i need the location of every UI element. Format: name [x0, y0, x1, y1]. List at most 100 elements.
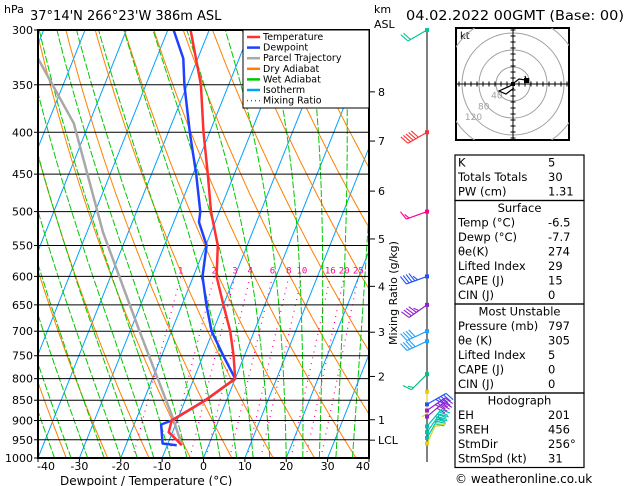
height-km-label: 6: [378, 185, 385, 198]
table-row-value: 456: [548, 423, 570, 437]
wet-adiabat-line: [335, 30, 348, 458]
mixing-ratio-label: 2: [212, 266, 217, 276]
mixing-ratio-line: [320, 276, 359, 458]
mixing-ratio-labels: 1 2 3 4 6 8 10 16 20 25: [178, 266, 364, 276]
barb-station-dot: [425, 329, 429, 334]
legend-item-label: Mixing Ratio: [263, 96, 322, 107]
dry-adiabat-line: [38, 380, 67, 458]
wind-barb: [400, 130, 429, 144]
barb-feather: [437, 416, 448, 420]
barb-staff: [406, 211, 428, 220]
barb-station-dot: [425, 130, 429, 135]
barb-station-dot: [425, 274, 429, 279]
km-label: km: [374, 3, 391, 16]
table-section-title: Surface: [498, 201, 542, 215]
barb-feather: [400, 343, 408, 351]
wet-adiabat-line: [38, 262, 105, 458]
barb-feather: [445, 392, 454, 401]
barb-feather: [403, 135, 411, 143]
table-row-label: θe(K): [458, 245, 489, 259]
mixing-ratio-axis-title: Mixing Ratio (g/kg): [387, 241, 400, 345]
storm-motion-marker: [524, 78, 529, 83]
barb-feather: [400, 333, 408, 341]
barb-station-dot: [425, 414, 429, 419]
wet-adiabat-line: [368, 452, 369, 458]
barb-feather: [434, 425, 441, 427]
table-row-label: CAPE (J): [458, 274, 504, 288]
pressure-tick-label: 550: [12, 239, 33, 252]
barb-feather: [408, 329, 416, 338]
barb-feather: [400, 34, 409, 42]
barb-feather: [403, 309, 412, 317]
barb-feather: [405, 133, 414, 141]
table-row-label: Temp (°C): [457, 216, 515, 230]
mixing-ratio-label: 6: [270, 266, 275, 276]
parcel-trajectory-line: [38, 55, 183, 446]
dry-adiabat-line: [153, 30, 357, 458]
wet-adiabat-line: [56, 30, 188, 458]
barb-staff: [406, 340, 428, 352]
pressure-tick-label: 500: [12, 206, 33, 219]
dry-adiabat-line: [241, 30, 369, 290]
table-section-box: [454, 392, 585, 469]
barb-feather: [410, 130, 419, 138]
temperature-tick-label: 10: [238, 460, 252, 473]
barb-feather: [440, 395, 449, 404]
wet-adiabat-line: [38, 90, 155, 458]
barb-staff: [426, 409, 442, 427]
dry-adiabat-line: [123, 30, 316, 458]
barb-feather: [439, 411, 449, 416]
table-row-value: 256°: [548, 437, 576, 451]
pressure-tick-label: 400: [12, 126, 33, 139]
temperature-tick-label: -40: [37, 460, 55, 473]
profiles: [38, 30, 237, 447]
legend-item-label: Parcel Trajectory: [263, 53, 342, 64]
barb-station-dot: [425, 402, 429, 407]
table-section-title: Hodograph: [488, 394, 552, 408]
pressure-tick-label: 600: [12, 270, 33, 283]
mixing-ratio-label: 1: [178, 266, 183, 276]
dry-adiabat-line: [65, 30, 233, 458]
mixing-ratio-label: 8: [286, 266, 291, 276]
table-row-label: θe (K): [458, 334, 492, 348]
height-km-label: 5: [378, 233, 385, 246]
barb-feather: [399, 276, 407, 285]
hodograph-origin-marker: [511, 82, 515, 86]
table-row-value: 0: [548, 377, 555, 391]
isotherm-line: [38, 30, 86, 150]
temperature-tick-label: 30: [321, 460, 335, 473]
barb-staff: [426, 401, 445, 418]
wet-adiabat-line: [38, 312, 89, 458]
pressure-tick-label: 350: [12, 79, 33, 92]
wind-barb: [400, 339, 429, 352]
barb-feather: [412, 275, 418, 281]
mixing-ratio-line: [229, 276, 274, 458]
barb-staff: [426, 423, 437, 444]
height-km-label: 7: [378, 135, 385, 148]
pressure-unit-label: hPa: [4, 3, 24, 16]
wet-adiabat-line: [38, 209, 122, 458]
mixing-ratio-line: [290, 276, 331, 458]
table-row-label: Lifted Index: [458, 259, 526, 273]
pressure-tick-label: 700: [12, 325, 33, 338]
barb-feather: [401, 311, 410, 318]
pressure-tick-label: 850: [12, 394, 33, 407]
table-row-label: Totals Totals: [457, 170, 527, 184]
barb-staff: [407, 29, 428, 42]
wind-barb: [399, 273, 429, 285]
indices-table: K 5 Totals Totals 30 PW (cm) 1.31 SurfaceTemp …: [454, 154, 585, 469]
barb-feather: [436, 423, 446, 426]
table-row-label: Lifted Index: [458, 348, 526, 362]
table-row-label: StmSpd (kt): [458, 452, 527, 466]
table-row-value: -6.5: [548, 216, 570, 230]
temperature-tick-label: -30: [70, 460, 88, 473]
barb-feather: [441, 403, 450, 410]
isotherm-line: [38, 30, 127, 253]
wet-adiabat-line: [351, 203, 369, 458]
barb-feather: [405, 274, 413, 283]
wet-adiabat-line: [38, 30, 171, 458]
height-km-label: 8: [378, 86, 385, 99]
x-axis-title: Dewpoint / Temperature (°C): [60, 474, 232, 486]
